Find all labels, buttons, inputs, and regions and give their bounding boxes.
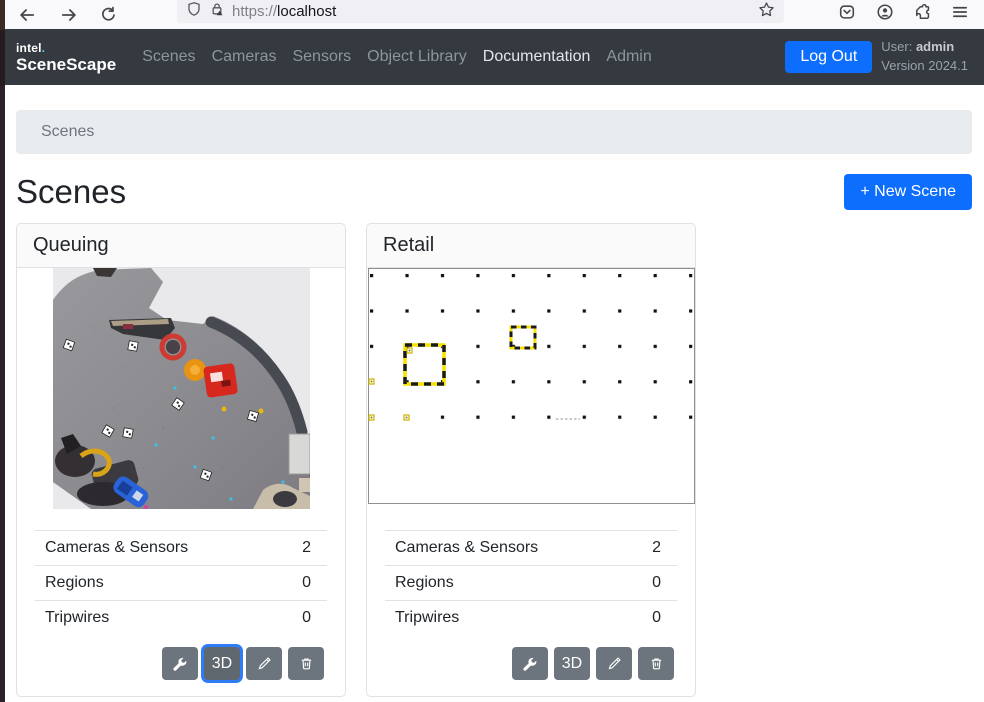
scene-card-retail: Retail (366, 223, 696, 697)
scene-card-title: Retail (367, 224, 695, 268)
page-header: Scenes + New Scene (16, 173, 972, 211)
scene-card-title: Queuing (17, 224, 345, 268)
wrench-icon (523, 657, 537, 671)
intel-wordmark: intel. (16, 40, 46, 55)
nav-item-scenes[interactable]: Scenes (142, 48, 196, 65)
url-bar[interactable]: https://localhost (177, 0, 784, 23)
nav-item-admin[interactable]: Admin (606, 48, 652, 65)
nav-item-cameras[interactable]: Cameras (211, 48, 277, 65)
scene-stats: Cameras & Sensors 2 Regions 0 Tripwires 0 (385, 530, 677, 635)
shield-icon[interactable] (186, 1, 202, 22)
forward-icon[interactable] (60, 0, 78, 29)
stat-row-cameras: Cameras & Sensors 2 (385, 530, 677, 565)
wrench-button[interactable] (162, 647, 198, 680)
extensions-icon[interactable] (914, 3, 931, 26)
edit-button[interactable] (246, 647, 282, 680)
navbar-right: Log Out User: admin Version 2024.1 (785, 38, 968, 76)
wrench-icon (173, 657, 187, 671)
scene-map-retail[interactable] (367, 268, 695, 530)
version-line: Version 2024.1 (881, 58, 968, 73)
app-navbar: intel. SceneScape Scenes Cameras Sensors… (5, 29, 984, 85)
nav-item-documentation[interactable]: Documentation (482, 48, 591, 65)
nav-links: Scenes Cameras Sensors Object Library Do… (134, 40, 660, 74)
scene-map-queuing[interactable] (17, 268, 345, 530)
breadcrumb: Scenes (16, 110, 972, 154)
threed-button[interactable]: 3D (554, 647, 590, 680)
browser-toolbar-icons (838, 0, 969, 29)
delete-button[interactable] (288, 647, 324, 680)
edit-button[interactable] (596, 647, 632, 680)
stat-row-cameras: Cameras & Sensors 2 (35, 530, 327, 565)
breadcrumb-current: Scenes (41, 123, 95, 140)
threed-button[interactable]: 3D (204, 647, 240, 680)
user-info: User: admin Version 2024.1 (881, 38, 968, 76)
trash-icon (301, 658, 311, 670)
scene-actions: 3D (17, 635, 345, 696)
main-content: Scenes Scenes + New Scene Queuing (5, 110, 984, 697)
stat-row-tripwires: Tripwires 0 (385, 600, 677, 635)
scenescape-logo[interactable]: intel. SceneScape (16, 40, 117, 74)
stat-row-regions: Regions 0 (35, 565, 327, 600)
page-title: Scenes (16, 173, 127, 210)
account-icon[interactable] (876, 3, 894, 26)
pencil-icon (608, 657, 621, 670)
wrench-button[interactable] (512, 647, 548, 680)
trash-icon (651, 658, 661, 670)
pencil-icon (258, 657, 271, 670)
log-out-button[interactable]: Log Out (785, 41, 873, 73)
url-text[interactable]: https://localhost (232, 3, 337, 20)
menu-icon[interactable] (951, 3, 969, 26)
stat-row-tripwires: Tripwires 0 (35, 600, 327, 635)
stat-row-regions: Regions 0 (385, 565, 677, 600)
nav-item-object-library[interactable]: Object Library (367, 48, 467, 65)
background-window-edge (0, 0, 5, 702)
pocket-icon[interactable] (838, 3, 856, 26)
nav-item-sensors[interactable]: Sensors (292, 48, 352, 65)
new-scene-button[interactable]: + New Scene (844, 174, 972, 210)
user-line: User: admin (881, 39, 955, 55)
scene-actions: 3D (367, 635, 695, 696)
browser-toolbar: https://localhost (5, 0, 984, 29)
lock-warning-icon[interactable] (209, 1, 225, 22)
scene-stats: Cameras & Sensors 2 Regions 0 Tripwires 0 (35, 530, 327, 635)
retail-map-image (367, 268, 695, 504)
back-icon[interactable] (18, 0, 36, 29)
reload-icon[interactable] (100, 0, 117, 29)
scene-card-queuing: Queuing (16, 223, 346, 697)
scene-cards-row: Queuing (16, 223, 972, 697)
queuing-map-image (52, 268, 310, 509)
bookmark-star-icon[interactable] (758, 1, 775, 23)
delete-button[interactable] (638, 647, 674, 680)
